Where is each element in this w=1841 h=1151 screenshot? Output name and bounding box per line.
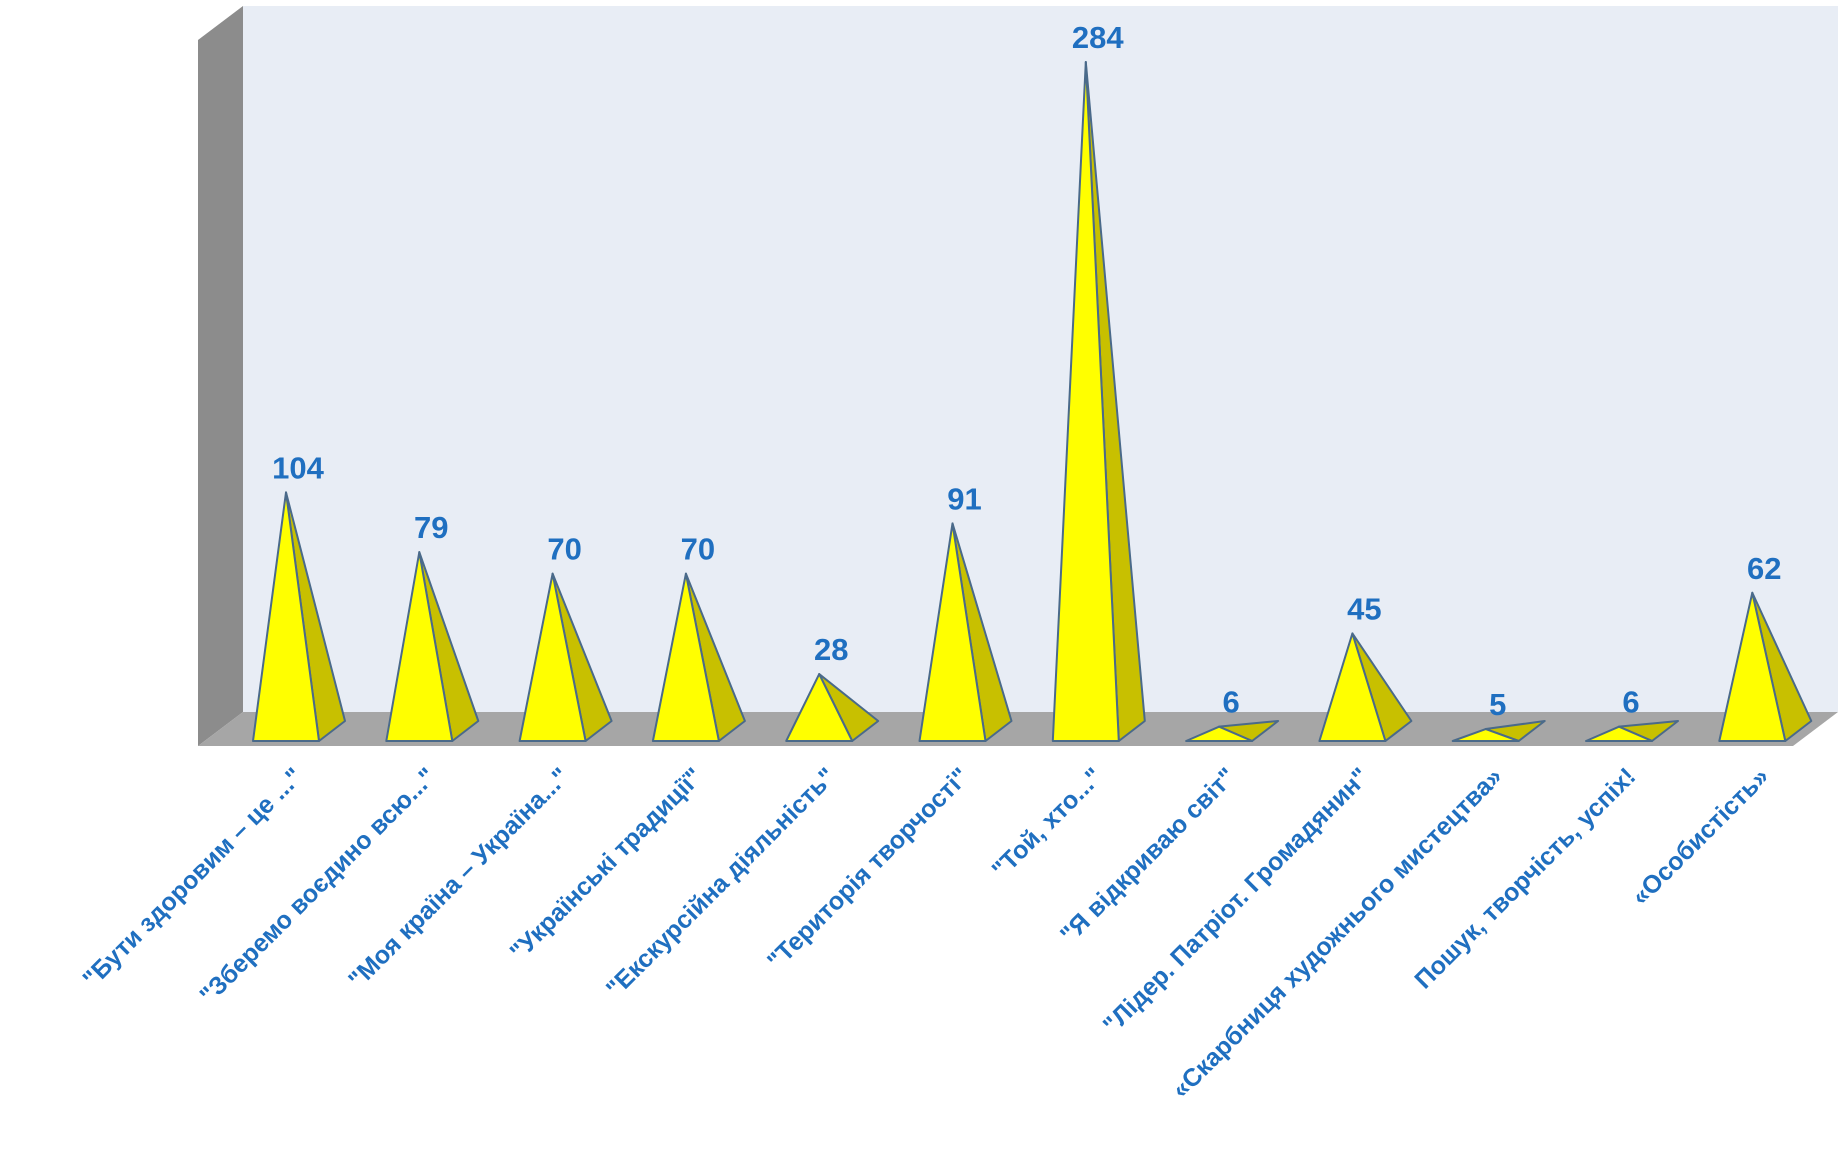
value-label: 104 [272,450,324,485]
value-label: 79 [414,510,448,545]
chart-backdrop [198,6,1838,746]
value-label: 28 [814,632,848,667]
value-label: 6 [1622,685,1639,720]
pyramid-front-face [1585,725,1653,742]
pyramid-front-face [1318,632,1387,742]
pyramid-front-face [1051,61,1120,742]
pyramid-bar [252,491,346,742]
pyramid-bar [1318,632,1413,742]
pyramid-bar [918,522,1013,742]
pyramid-bar [651,572,746,742]
category-label: «Особистість» [1626,762,1774,910]
pyramid-bar [1718,591,1813,742]
value-label: 91 [947,481,981,516]
pyramid-front-face [385,551,454,742]
value-label: 5 [1489,687,1506,722]
category-label: "Бути здоровим – це ..." [78,762,309,993]
back-wall [243,6,1838,712]
value-label: 45 [1347,591,1381,626]
pyramid-front-face [1185,725,1254,742]
value-label: 284 [1072,20,1124,55]
value-labels: 104 79 70 70 28 91 284 6 45 5 6 62 [272,20,1781,722]
category-label: "Зберемо воєдино всю..." [194,762,441,1009]
value-label: 70 [681,532,715,567]
pyramid-front-face [518,572,587,742]
pyramid-front-face [918,522,987,742]
value-label: 6 [1222,685,1239,720]
category-label: "Моя країна – Україна..." [343,762,575,994]
pyramid-front-face [252,491,320,742]
chart-marks [252,61,1813,742]
pyramid-front-face [785,673,854,742]
category-label: "Той, хто..." [987,762,1109,884]
pyramid-bar [385,551,480,742]
category-label: "Лідер. Патріот. Громадянин" [1098,762,1375,1039]
pyramid-bar [1051,61,1146,742]
pyramid-bar [1451,720,1546,742]
pyramid-bar [1585,720,1679,742]
pyramid-front-face [651,572,720,742]
category-label: "Екскурсійна діяльність" [601,762,842,1003]
side-wall [198,6,243,746]
value-label: 62 [1747,551,1781,586]
pyramid-bar [785,673,880,742]
category-labels: "Бути здоровим – це ...""Зберемо воєдино… [78,762,1775,1103]
value-label: 70 [547,532,581,567]
pyramid-bar [1185,720,1280,742]
pyramid-front-face [1451,728,1520,742]
category-label: Пошук, творчість, успіх! [1409,762,1641,994]
pyramid-front-face [1718,591,1787,742]
pyramid-bar [518,572,613,742]
